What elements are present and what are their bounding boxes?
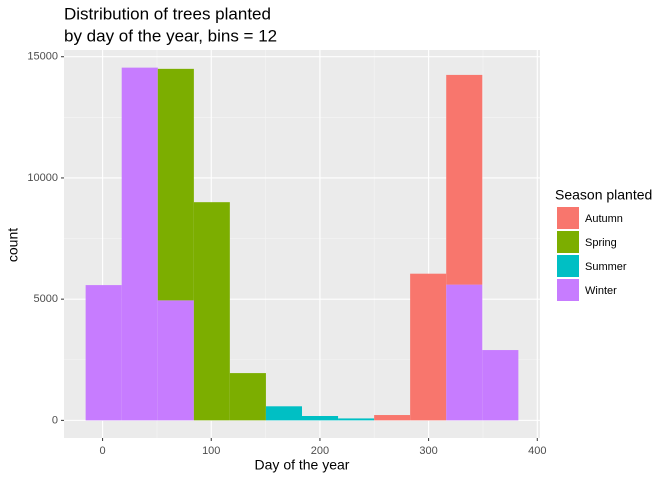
bar	[193, 202, 230, 421]
chart-title: by day of the year, bins = 12	[64, 26, 277, 45]
legend-key	[557, 255, 579, 277]
x-tick-label: 200	[311, 445, 329, 457]
x-axis-label: Day of the year	[255, 457, 350, 473]
bar	[302, 416, 339, 421]
x-tick-label: 300	[419, 445, 437, 457]
bar	[157, 68, 194, 301]
bar	[229, 373, 266, 421]
bar	[374, 415, 411, 421]
legend-key	[557, 207, 579, 229]
bar	[410, 273, 447, 421]
y-tick-label: 5000	[34, 293, 58, 305]
x-tick-label: 100	[202, 445, 220, 457]
chart-title: Distribution of trees planted	[64, 4, 271, 23]
bar	[338, 418, 375, 421]
legend-label: Winter	[585, 285, 617, 297]
bar	[446, 74, 483, 285]
bar	[121, 67, 158, 421]
x-tick-label: 0	[100, 445, 106, 457]
y-axis-label: count	[5, 228, 21, 262]
bar	[482, 350, 519, 421]
bar	[265, 406, 302, 421]
legend-label: Summer	[585, 261, 627, 273]
bar	[157, 300, 194, 421]
y-tick-label: 0	[52, 414, 58, 426]
legend-title: Season planted	[555, 187, 652, 203]
legend-key	[557, 231, 579, 253]
bar	[446, 284, 483, 421]
bar	[85, 285, 122, 421]
legend-key	[557, 279, 579, 301]
legend-label: Spring	[585, 237, 617, 249]
x-tick-label: 400	[528, 445, 546, 457]
legend-label: Autumn	[585, 213, 623, 225]
y-tick-label: 15000	[27, 51, 58, 63]
y-tick-label: 10000	[27, 172, 58, 184]
